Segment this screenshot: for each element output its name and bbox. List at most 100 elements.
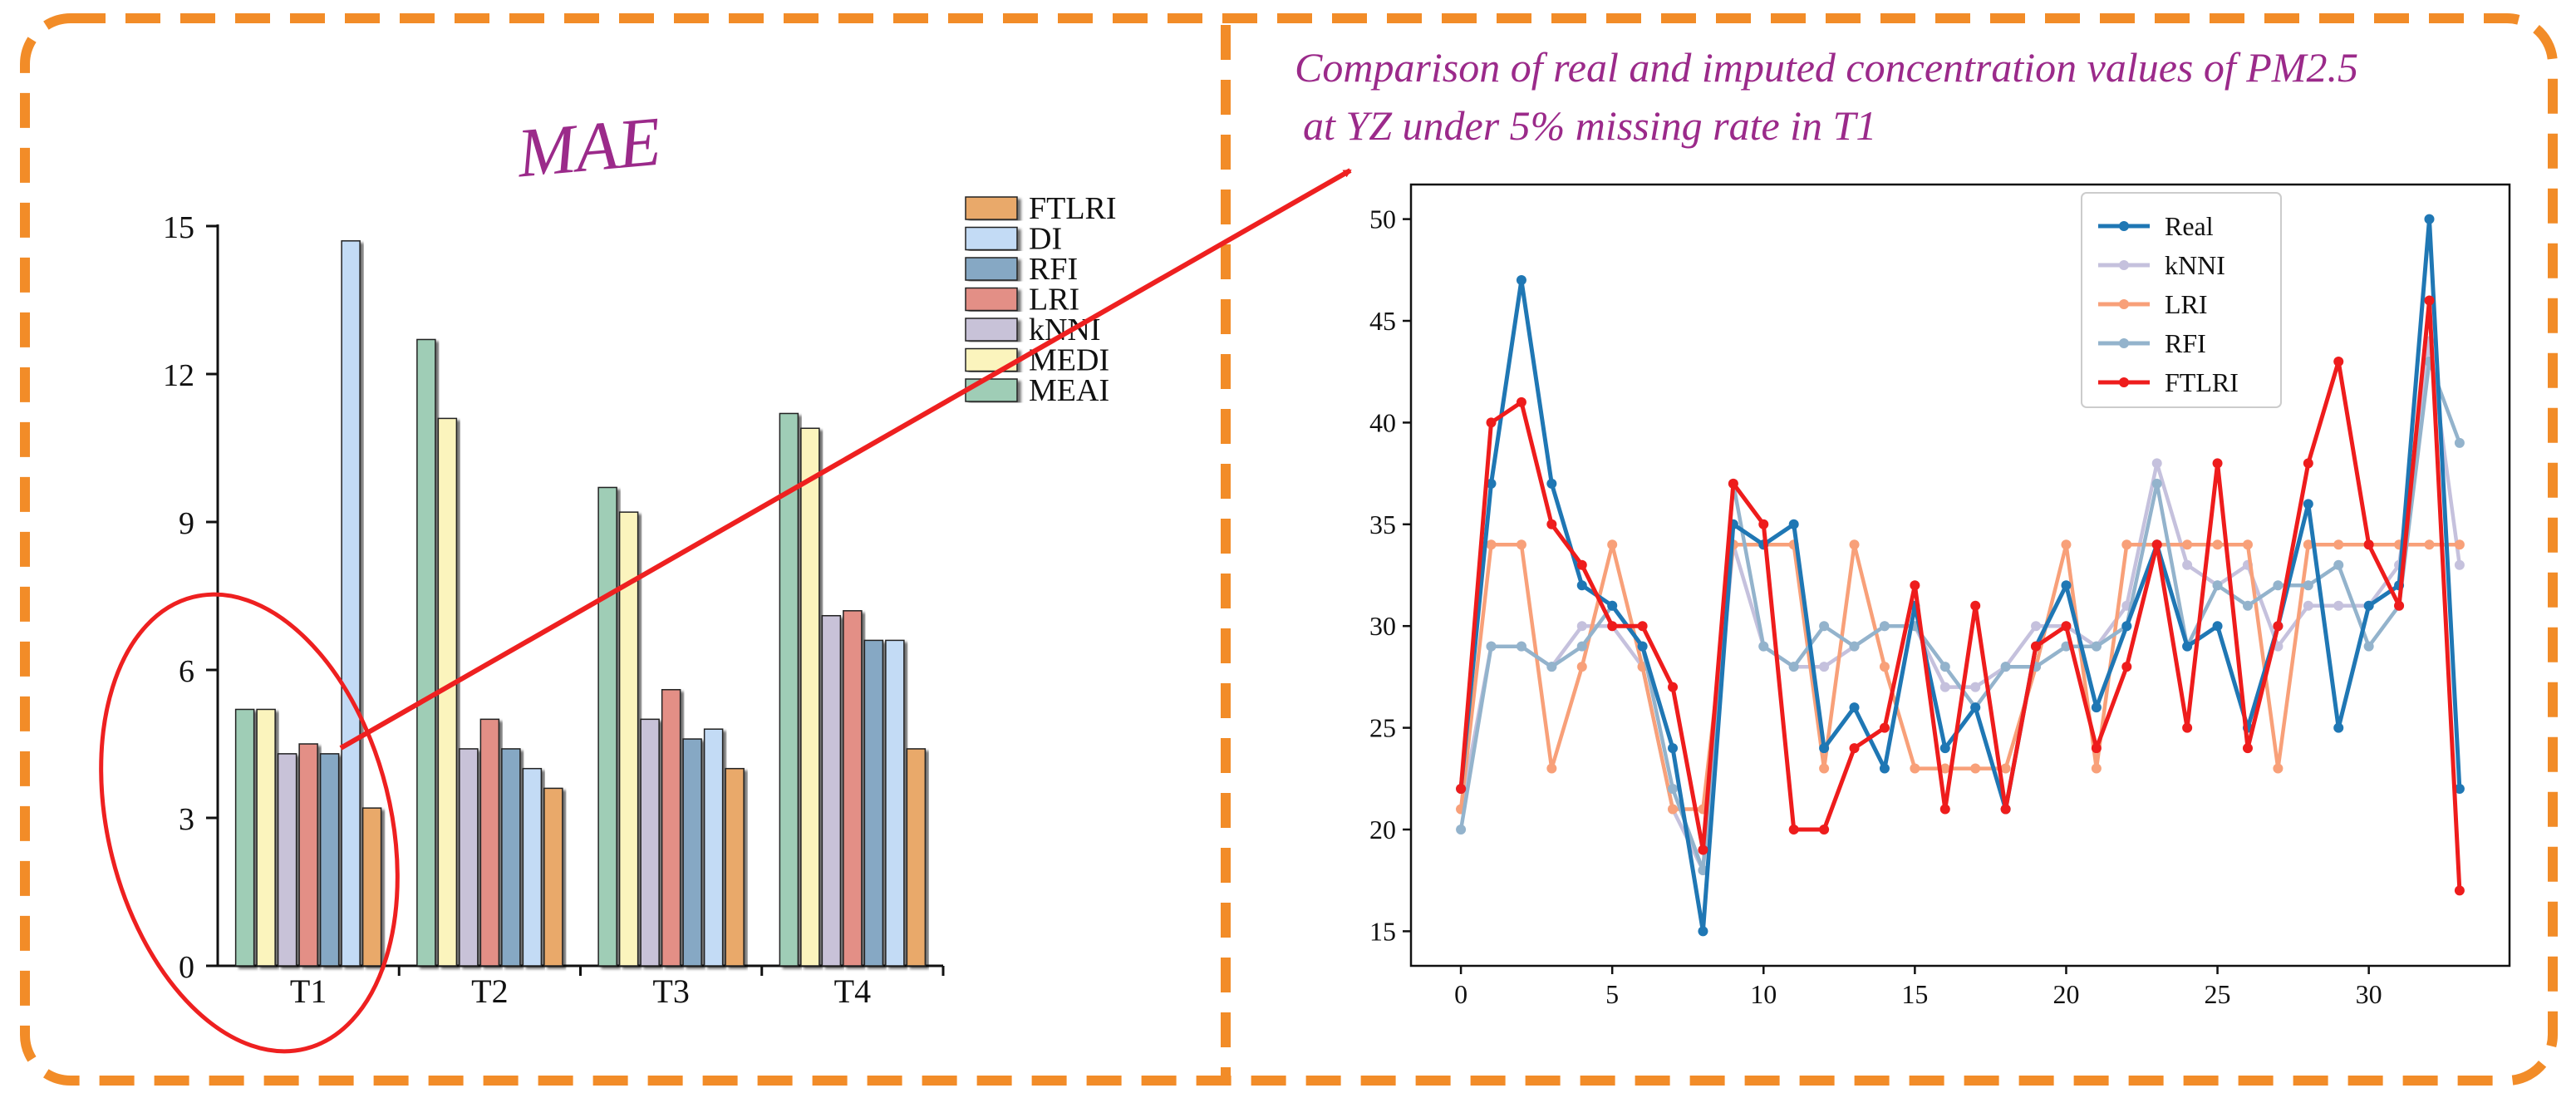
line-point-lri bbox=[2242, 539, 2253, 550]
line-point-lri bbox=[2454, 539, 2465, 550]
line-legend-label-lri: LRI bbox=[2165, 289, 2208, 319]
line-y-tick-label: 45 bbox=[1369, 306, 1396, 336]
line-point-real bbox=[2182, 641, 2193, 652]
bar-legend-label-ftlri: FTLRI bbox=[1029, 191, 1117, 226]
line-point-rfi bbox=[2333, 559, 2344, 570]
bar-legend-swatch-lri bbox=[965, 287, 1018, 312]
line-point-real bbox=[2121, 621, 2132, 632]
line-point-real bbox=[1668, 743, 1679, 754]
line-point-ftlri bbox=[1486, 417, 1497, 428]
bar-legend-label-rfi: RFI bbox=[1029, 252, 1078, 287]
line-point-rfi bbox=[2273, 580, 2283, 591]
line-point-ftlri bbox=[2061, 621, 2072, 632]
line-point-lri bbox=[2303, 539, 2313, 550]
bar-rfi-t4 bbox=[863, 639, 884, 967]
line-y-tick-label: 15 bbox=[1369, 916, 1396, 946]
bar-x-tick-label: T4 bbox=[834, 972, 871, 1010]
line-point-ftlri bbox=[1939, 804, 1950, 815]
line-point-real bbox=[1819, 743, 1830, 754]
right-chart-title-line1: Comparison of real and imputed concentra… bbox=[1295, 44, 2358, 91]
outer-dashed-frame bbox=[20, 13, 2558, 1086]
bar-meai-t3 bbox=[597, 486, 617, 967]
line-point-rfi bbox=[1456, 824, 1467, 835]
bar-di-t3 bbox=[703, 728, 724, 967]
line-point-real bbox=[1607, 600, 1618, 611]
right-chart-title-line2: at YZ under 5% missing rate in T1 bbox=[1303, 102, 1876, 149]
connector-arrow bbox=[339, 168, 1352, 751]
line-point-rfi bbox=[2000, 662, 2011, 672]
bar-medi-t3 bbox=[618, 511, 639, 967]
bar-y-tick-label: 0 bbox=[179, 950, 194, 985]
bar-legend-label-meai: MEAI bbox=[1029, 373, 1109, 408]
bar-knni-t3 bbox=[640, 718, 660, 967]
line-point-rfi bbox=[1819, 621, 1830, 632]
line-x-tick-label: 20 bbox=[2052, 979, 2079, 1009]
bar-medi-t1 bbox=[256, 708, 276, 967]
bar-legend-swatch-rfi bbox=[965, 257, 1018, 281]
line-y-tick-label: 30 bbox=[1369, 611, 1396, 641]
line-point-knni bbox=[2182, 559, 2193, 570]
bar-y-tick-label: 6 bbox=[179, 654, 194, 689]
bar-y-tick-label: 9 bbox=[179, 506, 194, 541]
line-point-ftlri bbox=[1607, 621, 1618, 632]
bar-knni-t1 bbox=[277, 753, 297, 967]
bar-di-t2 bbox=[522, 767, 543, 967]
line-plot-frame bbox=[1409, 183, 2511, 968]
bar-ftlri-t1 bbox=[361, 807, 382, 967]
line-point-ftlri bbox=[2333, 356, 2344, 367]
line-legend-label-ftlri: FTLRI bbox=[2165, 367, 2239, 397]
line-point-lri bbox=[2273, 763, 2283, 774]
line-point-ftlri bbox=[1456, 784, 1467, 795]
line-series-lri bbox=[1458, 543, 2460, 811]
line-point-real bbox=[1486, 478, 1497, 489]
line-point-knni bbox=[2303, 600, 2313, 611]
line-point-rfi bbox=[1879, 621, 1890, 632]
line-point-ftlri bbox=[1516, 396, 1526, 407]
line-point-ftlri bbox=[2424, 295, 2435, 306]
line-point-lri bbox=[1607, 539, 1618, 550]
line-point-ftlri bbox=[1637, 621, 1648, 632]
line-point-ftlri bbox=[1728, 478, 1738, 489]
line-point-rfi bbox=[2363, 641, 2374, 652]
line-point-real bbox=[2333, 722, 2344, 733]
line-y-tick-label: 20 bbox=[1369, 815, 1396, 844]
line-point-ftlri bbox=[2091, 743, 2102, 754]
line-point-knni bbox=[2151, 458, 2162, 469]
line-y-tick-label: 50 bbox=[1369, 204, 1396, 234]
line-point-rfi bbox=[1939, 662, 1950, 672]
line-point-rfi bbox=[1788, 662, 1799, 672]
line-point-ftlri bbox=[1668, 682, 1679, 692]
line-x-tick-label: 30 bbox=[2356, 979, 2382, 1009]
line-point-ftlri bbox=[2394, 600, 2405, 611]
bar-knni-t2 bbox=[459, 748, 479, 967]
bar-legend-swatch-knni bbox=[965, 318, 1018, 342]
line-point-lri bbox=[2212, 539, 2223, 550]
line-point-ftlri bbox=[2182, 722, 2193, 733]
line-point-rfi bbox=[1758, 641, 1769, 652]
line-legend-marker-lri bbox=[2119, 299, 2129, 309]
bar-legend-swatch-di bbox=[965, 226, 1018, 251]
bar-knni-t4 bbox=[821, 614, 842, 967]
line-legend-marker-rfi bbox=[2119, 338, 2129, 348]
line-point-lri bbox=[1970, 763, 1981, 774]
line-point-knni bbox=[2031, 621, 2042, 632]
line-point-ftlri bbox=[2151, 539, 2162, 550]
line-point-real bbox=[2424, 214, 2435, 224]
line-point-real bbox=[2303, 499, 2313, 510]
line-point-real bbox=[2454, 784, 2465, 795]
line-point-real bbox=[1788, 519, 1799, 529]
line-point-ftlri bbox=[2273, 621, 2283, 632]
line-point-real bbox=[1516, 275, 1526, 286]
bar-lri-t1 bbox=[298, 743, 318, 967]
bar-rfi-t3 bbox=[682, 738, 702, 967]
line-point-real bbox=[1637, 641, 1648, 652]
line-point-lri bbox=[2091, 763, 2102, 774]
line-y-tick-label: 40 bbox=[1369, 407, 1396, 437]
line-point-ftlri bbox=[1849, 743, 1860, 754]
line-point-ftlri bbox=[1758, 519, 1769, 529]
line-point-ftlri bbox=[1576, 559, 1587, 570]
bar-y-tick-label: 15 bbox=[163, 210, 194, 245]
line-point-knni bbox=[2333, 600, 2344, 611]
line-legend-label-rfi: RFI bbox=[2165, 328, 2206, 358]
